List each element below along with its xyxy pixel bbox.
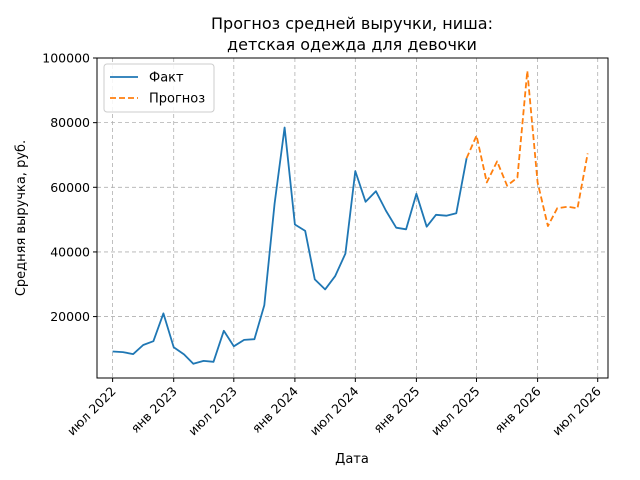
data-point <box>314 278 316 280</box>
data-point <box>172 346 174 348</box>
data-point <box>405 228 407 230</box>
data-point <box>364 201 366 203</box>
data-point <box>455 212 457 214</box>
data-point <box>426 226 428 228</box>
legend-box <box>103 63 215 113</box>
data-point <box>192 363 194 365</box>
data-point <box>354 170 356 172</box>
x-tick-label: янв 2023 <box>128 384 180 436</box>
data-point <box>122 351 124 353</box>
data-point <box>576 207 578 209</box>
x-tick-label: янв 2025 <box>370 384 422 436</box>
x-tick-label: июл 2025 <box>428 384 483 439</box>
series-line <box>465 70 589 228</box>
data-point <box>385 209 387 211</box>
data-point <box>152 340 154 342</box>
x-tick-label: июл 2023 <box>185 384 240 439</box>
data-point <box>263 304 265 306</box>
data-point <box>304 230 306 232</box>
data-point <box>111 350 113 352</box>
data-point <box>183 353 185 355</box>
data-point <box>273 202 275 204</box>
x-tick-label: янв 2026 <box>492 383 544 435</box>
data-point <box>475 134 477 136</box>
series-fact <box>111 126 468 365</box>
series-layer <box>111 70 589 365</box>
data-point <box>547 225 549 227</box>
data-point <box>486 181 488 183</box>
data-point <box>465 157 467 159</box>
y-tick-label: 80000 <box>50 115 90 130</box>
x-axis: июл 2022 янв 2023 июл 2023 янв 2024 июл 2024… <box>64 378 604 438</box>
series-forecast <box>465 70 589 228</box>
plot-frame <box>96 57 609 379</box>
x-tick-label: июл 2022 <box>64 384 119 439</box>
y-tick-label: 40000 <box>50 244 90 259</box>
data-point <box>496 160 498 162</box>
data-point <box>506 184 508 186</box>
data-point <box>445 215 447 217</box>
data-point <box>536 181 538 183</box>
data-point <box>202 360 204 362</box>
data-point <box>415 193 417 195</box>
data-point <box>294 223 296 225</box>
y-tick-label: 100000 <box>42 51 90 66</box>
chart-title-line-1: Прогноз средней выручки, ниша: <box>211 14 493 33</box>
data-point <box>233 345 235 347</box>
data-point <box>566 205 568 207</box>
data-point <box>526 70 528 72</box>
legend-label-fact: Факт <box>149 71 184 86</box>
x-tick-label: янв 2024 <box>249 383 301 435</box>
data-point <box>162 312 164 314</box>
data-point <box>435 214 437 216</box>
legend-label-forecast: Прогноз <box>149 92 205 107</box>
y-tick-label: 60000 <box>50 180 90 195</box>
x-axis-label: Дата <box>335 452 369 467</box>
y-axis-label: Средняя выручка, руб. <box>14 140 29 296</box>
series-line <box>112 126 468 365</box>
data-point <box>344 252 346 254</box>
x-tick-label: июл 2026 <box>549 383 604 438</box>
y-tick-label: 20000 <box>50 309 90 324</box>
data-point <box>132 353 134 355</box>
legend: Факт Прогноз <box>103 63 215 113</box>
data-point <box>324 288 326 290</box>
data-point <box>375 190 377 192</box>
data-point <box>142 344 144 346</box>
data-point <box>334 275 336 277</box>
chart-title-line-2: детская одежда для девочки <box>227 35 477 54</box>
data-point <box>556 207 558 209</box>
y-axis: 20000 40000 60000 80000 100000 <box>42 51 97 324</box>
data-point <box>516 176 518 178</box>
x-tick-label: июл 2024 <box>307 383 362 438</box>
data-point <box>283 126 285 128</box>
data-point <box>223 330 225 332</box>
data-point <box>395 226 397 228</box>
data-point <box>587 152 589 154</box>
data-point <box>253 338 255 340</box>
data-point <box>243 339 245 341</box>
data-point <box>212 361 214 363</box>
